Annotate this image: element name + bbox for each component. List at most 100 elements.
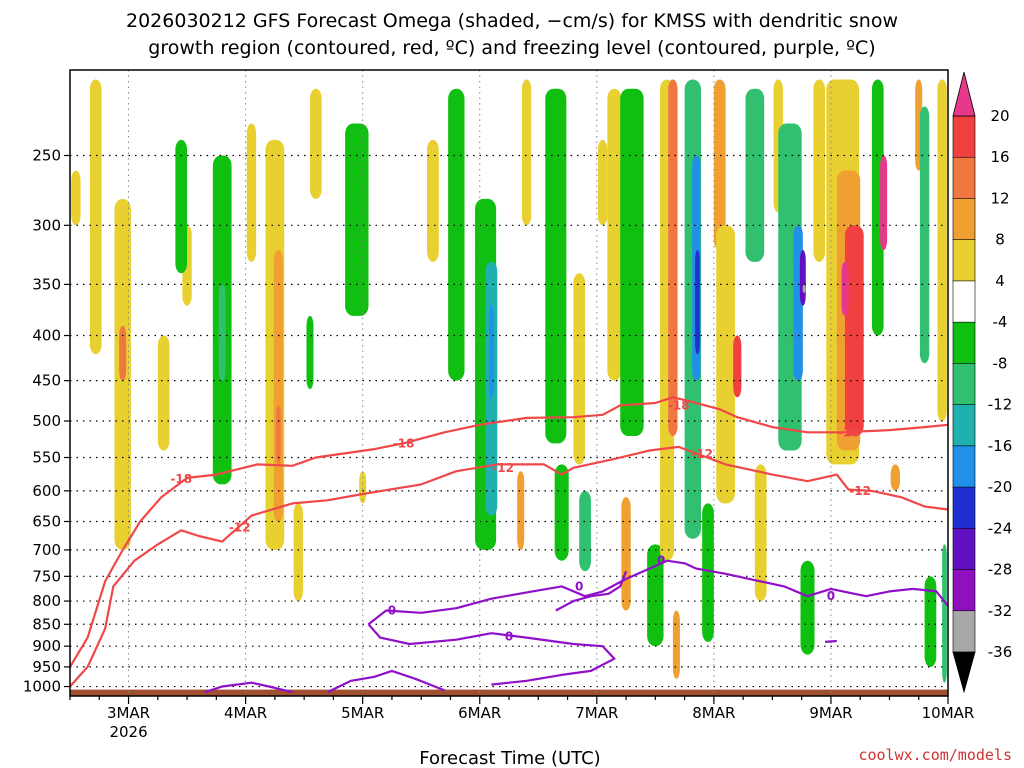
omega-cell: [942, 544, 947, 683]
freezing-contours: 0 0 0 0 0: [204, 554, 949, 694]
y-axis: 250 300 350 400 450 500 550 600 650 700 750 800 850 9…: [23, 146, 70, 696]
omega-cell: [306, 315, 314, 390]
x-tick-sublabel: 2026: [109, 723, 147, 741]
dgz-contour-label: -18: [393, 436, 415, 450]
colorbar-segment: [952, 239, 976, 282]
omega-cell: [620, 88, 644, 437]
colorbar-segment: [952, 115, 976, 159]
colorbar-segment: [952, 404, 976, 447]
colorbar-tick-label: 8: [995, 231, 1005, 249]
x-tick-label: 5MAR: [341, 704, 384, 722]
colorbar-tick-label: -32: [988, 602, 1013, 620]
freezing-contour-line: [204, 681, 293, 694]
x-axis-label: Forecast Time (UTC): [419, 748, 600, 768]
freezing-contour-line: [327, 669, 446, 694]
y-tick-label: 1000: [23, 678, 61, 696]
colorbar-segment: [952, 569, 976, 612]
chart-title-line1: 2026030212 GFS Forecast Omega (shaded, −…: [126, 10, 898, 32]
omega-cell: [919, 106, 930, 364]
omega-cell: [517, 471, 525, 550]
freezing-contour-line: [825, 639, 837, 643]
y-tick-label: 650: [32, 513, 61, 531]
colorbar-bottom-arrow: [952, 651, 976, 694]
omega-cell: [937, 79, 947, 422]
colorbar-tick-label: -16: [988, 437, 1013, 455]
omega-cell: [218, 284, 226, 381]
plot-area: -18 -18 -18 -18 -12 -12 -12 -12 0 0 0 0 0: [69, 69, 949, 697]
omega-cell: [713, 79, 726, 251]
dgz-contour-label: -18: [668, 398, 690, 412]
colorbar-tick-label: -28: [988, 561, 1013, 579]
y-tick-label: 950: [32, 658, 61, 676]
omega-cell: [293, 503, 303, 602]
dgz-contour-label: -12: [691, 447, 713, 461]
omega-cell: [841, 261, 849, 316]
colorbar-segment: [952, 321, 976, 365]
omega-cell: [521, 79, 532, 226]
omega-cell: [880, 155, 888, 251]
omega-cell: [745, 88, 765, 262]
omega-cell: [573, 273, 586, 465]
x-tick-label: 3MAR: [107, 704, 150, 722]
x-tick-label: 10MAR: [922, 704, 975, 722]
omega-cell: [579, 490, 591, 572]
omega-cell: [813, 79, 826, 262]
omega-cell: [733, 335, 742, 398]
omega-cell: [695, 250, 700, 355]
omega-cell: [647, 544, 664, 647]
colorbar-tick-label: 4: [995, 272, 1005, 290]
y-tick-label: 500: [32, 412, 61, 430]
colorbar-tick-label: -8: [993, 354, 1008, 372]
y-tick-label: 600: [32, 482, 61, 500]
omega-cell: [276, 405, 281, 465]
omega-cell: [175, 139, 188, 274]
x-tick-label: 7MAR: [575, 704, 618, 722]
omega-cell: [716, 225, 735, 504]
colorbar-segment: [952, 486, 976, 530]
omega-cell: [890, 464, 901, 491]
x-tick-label: 8MAR: [692, 704, 735, 722]
y-tick-label: 750: [32, 567, 61, 585]
credit-text: coolwx.com/models: [858, 746, 1012, 764]
freezing-contour-label: 0: [575, 579, 583, 593]
freezing-contour-label: 0: [827, 589, 835, 603]
colorbar-tick-label: -36: [988, 643, 1013, 661]
omega-cell: [844, 225, 864, 437]
omega-cell: [871, 79, 884, 336]
dgz-contour-label: -18: [170, 472, 192, 486]
chart-title-line2: growth region (contoured, red, ºC) and f…: [148, 37, 875, 59]
colorbar-segment: [952, 198, 976, 241]
dgz-contour-label: -12: [229, 520, 251, 534]
omega-cell: [621, 497, 631, 611]
colorbar-tick-label: 16: [990, 148, 1009, 166]
colorbar-tick-label: -20: [988, 478, 1013, 496]
y-tick-label: 800: [32, 592, 61, 610]
y-tick-label: 300: [32, 216, 61, 234]
omega-cell: [427, 139, 439, 262]
colorbar-tick-label: -4: [993, 313, 1008, 331]
freezing-contour-label: 0: [505, 630, 513, 644]
omega-cell: [359, 471, 367, 504]
x-tick-label: 6MAR: [458, 704, 501, 722]
omega-cell: [597, 139, 608, 226]
omega-cell: [71, 170, 81, 226]
dgz-contour-line: [69, 445, 949, 688]
y-tick-label: 350: [32, 275, 61, 293]
omega-cell: [119, 325, 127, 381]
y-tick-label: 550: [32, 449, 61, 467]
x-tick-label: 4MAR: [224, 704, 267, 722]
y-tick-label: 450: [32, 372, 61, 390]
colorbar-tick-label: 20: [990, 107, 1009, 125]
colorbar-segment: [952, 610, 976, 653]
dgz-contour-line: [69, 396, 949, 668]
omega-cell: [554, 464, 569, 561]
freezing-contour-label: 0: [388, 604, 396, 618]
colorbar-tick-label: 12: [990, 189, 1009, 207]
omega-cell: [345, 123, 369, 316]
colorbar-top-arrow: [952, 71, 976, 117]
omega-cell: [309, 88, 322, 199]
colorbar-tick-label: -24: [988, 519, 1013, 537]
y-tick-label: 700: [32, 541, 61, 559]
